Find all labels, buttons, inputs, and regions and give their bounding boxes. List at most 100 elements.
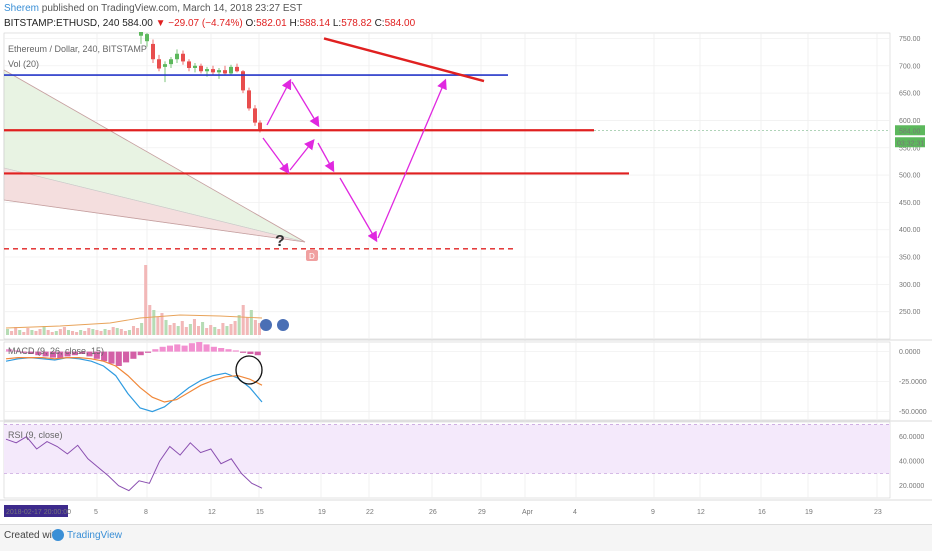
volume-bar <box>180 321 184 335</box>
candle-body <box>187 61 191 68</box>
volume-bar <box>136 328 140 335</box>
fan-line <box>3 199 306 243</box>
volume-bar <box>87 328 91 335</box>
y-tick-label: 450.00 <box>899 200 921 207</box>
volume-bar <box>119 329 123 335</box>
macd-histogram-bar <box>152 349 159 352</box>
macd-histogram-bar <box>86 351 93 357</box>
x-tick-label: 5 <box>94 509 98 516</box>
last-price-badge-label: 584.00 <box>899 128 921 135</box>
volume-bar <box>83 331 87 335</box>
volume-bar <box>91 329 95 335</box>
candle-body <box>151 43 155 60</box>
chart-header: Sherem published on TradingView.com, Mar… <box>0 0 932 32</box>
close-label: C: <box>374 18 385 29</box>
candle-body <box>175 53 179 60</box>
volume-bar <box>10 331 14 335</box>
macd-histogram-bar <box>57 351 64 359</box>
macd-histogram-bar <box>254 351 261 356</box>
projection-arrow <box>317 142 335 173</box>
macd-histogram-bar <box>42 351 49 357</box>
candle-body <box>258 122 262 130</box>
macd-legend: MACD (9, 26, close, 15) <box>8 346 105 356</box>
volume-bar <box>58 329 62 335</box>
author-link[interactable]: Sherem <box>4 3 40 14</box>
flag-event-icon <box>277 319 289 331</box>
volume-bar <box>22 332 26 335</box>
volume-bar <box>233 321 237 335</box>
y-tick-label: 400.00 <box>899 227 921 234</box>
candle-body <box>139 30 143 36</box>
candle-body <box>247 90 251 109</box>
last-price-badge <box>895 125 925 136</box>
publish-info: published on TradingView.com, March 14, … <box>39 3 303 14</box>
y-tick-label: 750.00 <box>899 36 921 43</box>
volume-bar <box>168 325 172 335</box>
candle-body <box>235 66 239 72</box>
macd-histogram-bar <box>225 349 232 352</box>
macd-histogram-bar <box>27 351 35 354</box>
rsi-tick-label: 60.0000 <box>899 434 924 441</box>
x-tick-label: 19 <box>805 509 813 516</box>
x-tick-label: 12 <box>697 509 705 516</box>
high-label: H: <box>289 18 300 29</box>
macd-histogram-bar <box>240 351 247 353</box>
projection-arrow <box>289 138 315 171</box>
macd-histogram-bar <box>93 351 100 359</box>
macd-histogram-bar <box>174 344 181 352</box>
volume-bar <box>75 332 79 335</box>
macd-histogram-bar <box>20 351 27 353</box>
created-with: Created with <box>4 530 61 541</box>
tradingview-logo-icon <box>52 529 64 541</box>
open-value: 582.01 <box>256 18 287 29</box>
volume-bar <box>148 305 152 335</box>
volume-legend: Vol (20) <box>8 59 40 69</box>
current-time-badge <box>4 505 68 517</box>
y-tick-label: 700.00 <box>899 63 921 70</box>
candle-body <box>253 108 257 123</box>
candle-body <box>193 65 197 68</box>
macd-histogram-bar <box>64 351 71 357</box>
macd-tick-label: -50.0000 <box>899 409 927 416</box>
macd-histogram-bar <box>196 342 203 352</box>
macd-histogram-bar <box>71 351 78 356</box>
x-tick-label: 22 <box>366 509 374 516</box>
macd-histogram-bar <box>203 344 210 352</box>
macd-histogram-bar <box>79 351 86 354</box>
high-value: 588.14 <box>299 18 331 29</box>
tradingview-brand[interactable]: TradingView <box>67 530 123 541</box>
footer-bar <box>0 524 932 551</box>
y-tick-label: 300.00 <box>899 282 921 289</box>
macd-circle-annotation <box>235 355 263 385</box>
candle-body <box>199 65 203 72</box>
volume-bar <box>245 317 249 335</box>
volume-bar <box>156 317 160 335</box>
projection-arrow <box>291 81 320 128</box>
volume-bar <box>123 331 127 335</box>
volume-bar <box>14 327 18 335</box>
macd-histogram-bar <box>159 346 166 352</box>
x-tick-label: 8 <box>144 509 148 516</box>
ohlc-line: BITSTAMP:ETHUSD, 240 584.00 ▼ −29.07 (−4… <box>4 18 415 29</box>
macd-histogram-bar <box>210 346 217 352</box>
macd-panel <box>3 341 891 421</box>
volume-bar <box>26 328 30 335</box>
volume-bar <box>152 310 156 335</box>
countdown-badge <box>895 137 925 148</box>
candle-body <box>145 34 149 42</box>
macd-histogram-bar <box>123 351 130 363</box>
projection-arrow <box>262 137 290 175</box>
macd-histogram-bar <box>188 343 195 352</box>
question-mark-annotation: ? <box>275 233 285 250</box>
volume-bar <box>172 323 176 335</box>
macd-histogram-bar <box>247 351 254 354</box>
y-tick-label: 600.00 <box>899 118 921 125</box>
volume-bar <box>54 331 58 335</box>
x-tick-label: 4 <box>573 509 577 516</box>
volume-bar <box>249 310 253 335</box>
candle-body <box>217 70 221 73</box>
volume-bar <box>103 329 107 335</box>
y-tick-label: 350.00 <box>899 255 921 262</box>
volume-ma-line <box>5 314 263 329</box>
